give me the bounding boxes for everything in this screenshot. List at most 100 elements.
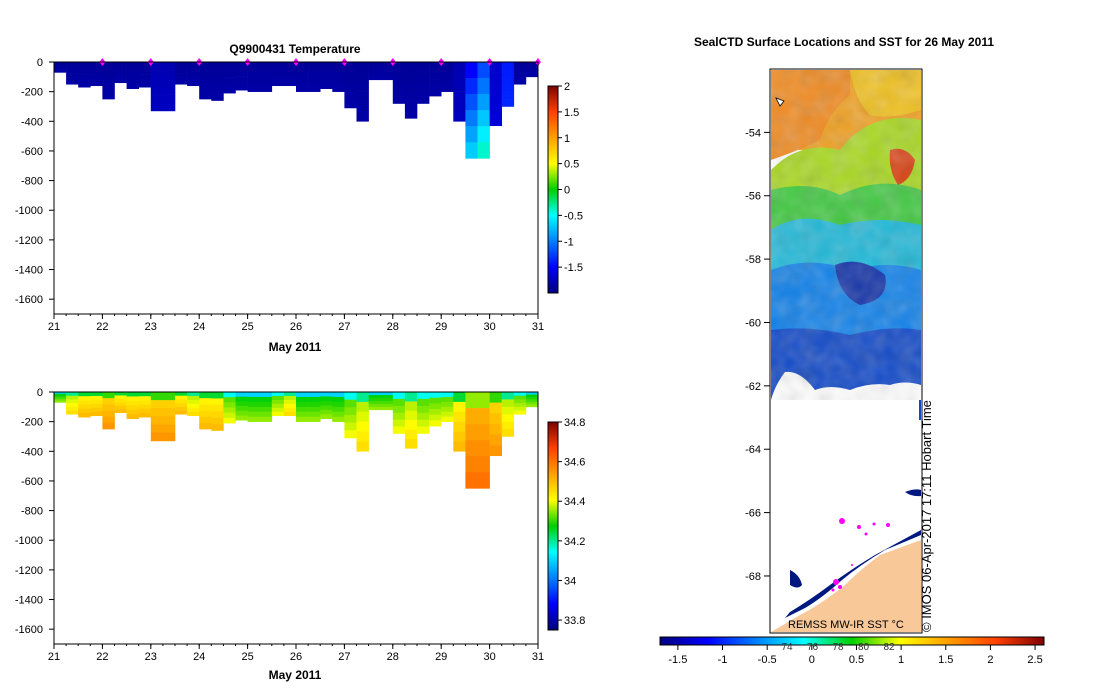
seal-point xyxy=(831,588,835,592)
profile-cell xyxy=(429,392,442,398)
profile-cell xyxy=(102,392,115,399)
profile-cell xyxy=(477,440,490,457)
sst-colorbar-tick-label: 0.5 xyxy=(849,654,864,666)
profile-cell xyxy=(344,422,357,431)
profile-cell xyxy=(235,392,248,397)
profile-cell xyxy=(513,69,527,74)
profile-cell xyxy=(453,111,466,122)
profile-cell xyxy=(187,62,200,67)
profile-cell xyxy=(429,84,442,91)
sst-colorbar-tick-label: 2 xyxy=(987,654,993,666)
profile-cell xyxy=(223,397,236,403)
sst-noise xyxy=(771,70,921,400)
profile-cell xyxy=(501,414,515,422)
profile-cell xyxy=(211,424,224,431)
profile-cell xyxy=(380,397,394,402)
profile-cell xyxy=(332,71,345,78)
temperature-colorbar-ticks: 2 1.5 1 0.5 0 -0.5 -1 -1.5 xyxy=(558,81,583,274)
profile-cell xyxy=(114,75,127,80)
sst-colorbar xyxy=(659,636,1045,646)
profile-cell xyxy=(271,65,285,71)
profile-cell xyxy=(441,416,454,422)
colorbar-tick-label: 1.5 xyxy=(564,107,579,119)
profile-cell xyxy=(368,394,381,399)
profile-cell xyxy=(102,92,115,100)
sst-colorbar-tick-label: -0.5 xyxy=(758,654,777,666)
profile-cell xyxy=(513,395,527,400)
profile-cell xyxy=(501,421,515,430)
profile-cell xyxy=(525,71,539,75)
profile-cell xyxy=(441,62,454,68)
profile-cell xyxy=(259,392,273,398)
profile-cell xyxy=(513,73,527,78)
profile-cell xyxy=(392,419,406,427)
profile-cell xyxy=(162,400,176,409)
sst-fahrenheit-tick-label: 76 xyxy=(807,642,819,653)
profile-cell xyxy=(54,393,67,396)
profile-cell xyxy=(66,395,79,400)
x-tick-label: 25 xyxy=(241,321,253,333)
profile-cell xyxy=(150,94,164,104)
profile-cell xyxy=(392,405,406,414)
profile-cell xyxy=(417,75,430,84)
profile-cell xyxy=(308,416,321,422)
profile-cell xyxy=(404,429,418,440)
profile-cell xyxy=(211,417,224,425)
profile-cell xyxy=(138,62,152,67)
profile-cell xyxy=(320,396,333,402)
profile-cell xyxy=(332,62,345,68)
profile-cell xyxy=(453,392,466,403)
salinity-cells xyxy=(54,392,539,489)
profile-cell xyxy=(368,406,381,411)
profile-cell xyxy=(223,87,236,94)
profile-cell xyxy=(54,67,67,70)
profile-cell xyxy=(223,392,236,398)
sst-fahrenheit-tick-label: 74 xyxy=(781,642,793,653)
profile-cell xyxy=(187,411,200,417)
profile-cell xyxy=(223,77,236,84)
profile-cell xyxy=(247,411,260,418)
profile-cell xyxy=(150,102,164,112)
profile-cell xyxy=(296,62,309,68)
profile-cell xyxy=(271,399,285,405)
profile-cell xyxy=(441,392,454,398)
profile-cell xyxy=(102,422,115,430)
profile-cell xyxy=(320,79,333,85)
profile-cell xyxy=(308,401,321,408)
antarctic-land xyxy=(771,540,921,632)
profile-cell xyxy=(187,407,200,413)
profile-cell xyxy=(223,412,236,419)
profile-cell xyxy=(126,75,139,81)
profile-cell xyxy=(211,87,224,95)
profile-cell xyxy=(102,416,115,424)
profile-cell xyxy=(271,395,285,401)
profile-cell xyxy=(356,62,369,73)
temperature-cells xyxy=(54,62,539,159)
profile-cell xyxy=(175,73,188,78)
sst-colorbar-tick-label: 0 xyxy=(809,654,815,666)
profile-cell xyxy=(513,80,527,85)
profile-cell xyxy=(138,408,152,414)
profile-cell xyxy=(138,413,152,418)
profile-cell xyxy=(368,392,381,396)
profile-cell xyxy=(126,409,139,415)
profile-cell xyxy=(429,67,442,74)
profile-cell xyxy=(477,62,490,79)
profile-cell xyxy=(199,86,212,94)
profile-cell xyxy=(356,411,369,422)
profile-cell xyxy=(162,102,176,112)
profile-cell xyxy=(259,406,273,413)
profile-cell xyxy=(501,399,515,408)
profile-cell xyxy=(271,403,285,409)
profile-cell xyxy=(66,392,79,397)
profile-cell xyxy=(404,438,418,449)
colorbar-tick-label: -1.5 xyxy=(564,262,583,274)
profile-cell xyxy=(368,64,381,69)
profile-cell xyxy=(525,74,539,78)
profile-cell xyxy=(501,406,515,415)
profile-cell xyxy=(259,86,273,92)
profile-cell xyxy=(392,96,406,104)
profile-cell xyxy=(187,69,200,75)
profile-cell xyxy=(525,396,539,400)
profile-cell xyxy=(501,99,515,107)
